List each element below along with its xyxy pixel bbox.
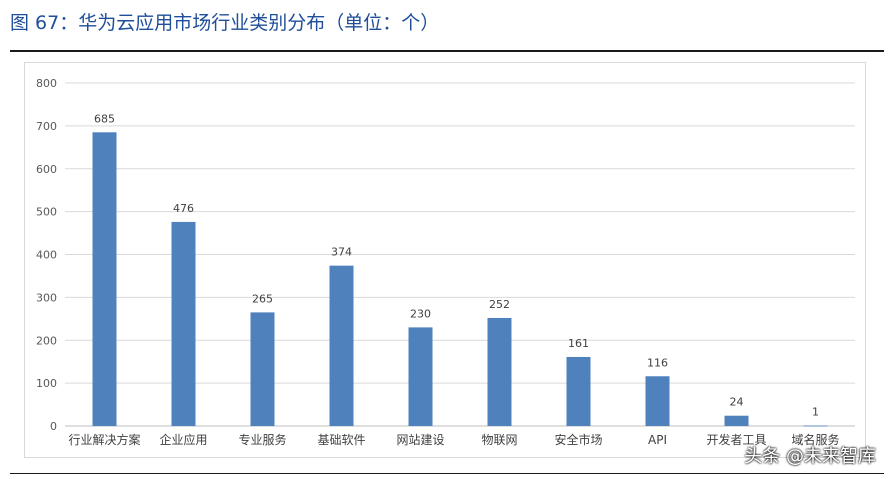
data-label: 1	[812, 406, 819, 419]
x-tick-label: 行业解决方案	[68, 432, 140, 447]
x-tick-label: 网站建设	[396, 433, 444, 447]
data-label: 265	[252, 292, 273, 305]
bar	[803, 425, 828, 427]
data-label: 116	[647, 356, 668, 369]
bar	[487, 317, 512, 426]
x-tick-label: 物联网	[481, 433, 517, 447]
y-tick-label: 500	[36, 206, 57, 219]
bar	[566, 356, 591, 426]
top-divider	[10, 50, 884, 52]
bottom-divider	[10, 473, 884, 474]
bar	[171, 221, 196, 426]
y-tick-label: 300	[36, 291, 57, 304]
bar	[250, 312, 275, 426]
y-tick-label: 800	[36, 77, 57, 90]
data-label: 476	[173, 202, 194, 215]
y-tick-label: 700	[36, 120, 57, 133]
y-tick-label: 0	[50, 420, 57, 433]
x-tick-label: 基础软件	[317, 433, 365, 447]
x-tick-label: 开发者工具	[706, 432, 766, 447]
data-label: 230	[410, 307, 431, 320]
bar	[724, 415, 749, 426]
data-label: 374	[331, 246, 352, 259]
chart-frame: 685 476 265 374 230 252 161 116 24 1 0 100 200 300 40…	[24, 62, 866, 458]
figure-title: 图 67：华为云应用市场行业类别分布（单位：个）	[10, 12, 440, 34]
x-tick-label: 域名服务	[791, 432, 839, 447]
x-tick-label: 专业服务	[238, 432, 286, 447]
data-label: 24	[730, 396, 744, 409]
y-tick-label: 200	[36, 334, 57, 347]
x-tick-label: 企业应用	[159, 432, 207, 447]
bar	[329, 265, 354, 426]
y-tick-label: 400	[36, 249, 57, 262]
data-label: 161	[568, 337, 589, 350]
bar	[645, 376, 670, 426]
data-label: 252	[489, 298, 510, 311]
y-tick-label: 600	[36, 163, 57, 176]
y-tick-label: 100	[36, 377, 57, 390]
bar-chart: 685 476 265 374 230 252 161 116 24 1 0 100 200 300 40…	[36, 77, 855, 447]
watermark: 头条 @未来智库	[744, 446, 876, 467]
bar	[92, 132, 117, 426]
bar	[408, 327, 433, 426]
x-tick-label: 安全市场	[554, 432, 602, 447]
x-tick-label: API	[648, 433, 667, 447]
data-label: 685	[94, 112, 115, 125]
